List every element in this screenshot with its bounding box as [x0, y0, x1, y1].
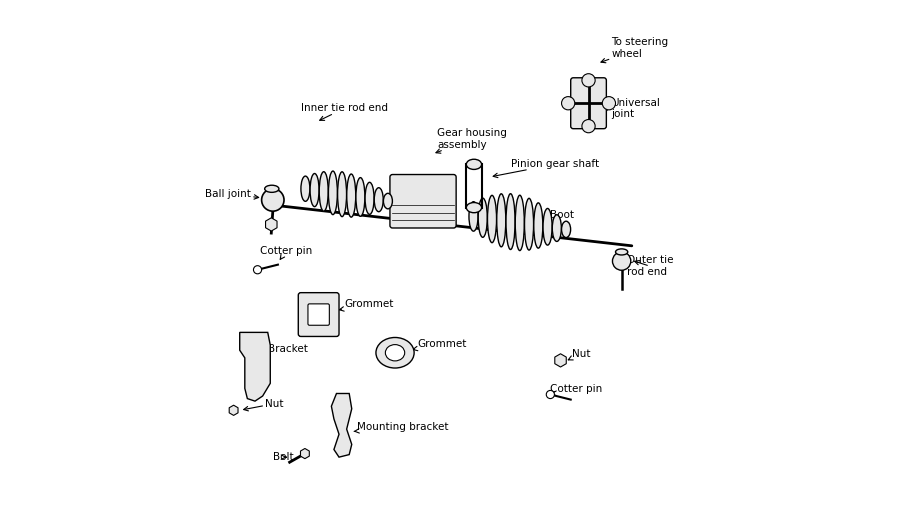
- Text: Boot: Boot: [544, 210, 574, 223]
- Circle shape: [582, 119, 595, 133]
- Circle shape: [602, 97, 615, 110]
- Ellipse shape: [553, 215, 562, 242]
- Ellipse shape: [265, 185, 279, 193]
- Ellipse shape: [478, 198, 487, 238]
- Text: Bolt: Bolt: [273, 452, 293, 462]
- Text: Ball joint: Ball joint: [205, 189, 258, 199]
- Circle shape: [613, 252, 631, 270]
- Ellipse shape: [562, 221, 570, 238]
- Ellipse shape: [383, 194, 392, 209]
- Circle shape: [546, 391, 554, 398]
- Text: Grommet: Grommet: [339, 300, 394, 311]
- Ellipse shape: [347, 174, 356, 217]
- Ellipse shape: [466, 159, 482, 169]
- Polygon shape: [239, 332, 270, 401]
- Ellipse shape: [469, 202, 478, 231]
- Text: To steering
wheel: To steering wheel: [601, 37, 668, 63]
- Text: Pinion gear shaft: Pinion gear shaft: [493, 159, 599, 178]
- FancyBboxPatch shape: [570, 78, 606, 129]
- Circle shape: [562, 97, 575, 110]
- Ellipse shape: [310, 174, 319, 207]
- Ellipse shape: [328, 171, 337, 215]
- Ellipse shape: [319, 172, 328, 211]
- Ellipse shape: [515, 195, 525, 250]
- Ellipse shape: [365, 182, 374, 215]
- Ellipse shape: [376, 337, 414, 368]
- Polygon shape: [331, 394, 352, 457]
- Ellipse shape: [615, 249, 628, 255]
- Ellipse shape: [543, 208, 553, 245]
- Ellipse shape: [356, 178, 365, 216]
- Circle shape: [262, 189, 284, 211]
- Text: Cotter pin: Cotter pin: [551, 385, 603, 396]
- Ellipse shape: [534, 203, 543, 248]
- Text: Universal
joint: Universal joint: [603, 97, 660, 119]
- Ellipse shape: [497, 194, 506, 247]
- Ellipse shape: [525, 198, 534, 250]
- Text: Nut: Nut: [244, 399, 283, 411]
- Ellipse shape: [386, 345, 405, 361]
- Text: Gear housing
assembly: Gear housing assembly: [436, 128, 507, 153]
- Text: Nut: Nut: [569, 349, 590, 360]
- Ellipse shape: [337, 172, 346, 217]
- Ellipse shape: [300, 176, 309, 201]
- Circle shape: [254, 266, 262, 274]
- Ellipse shape: [487, 196, 497, 243]
- Text: Inner tie rod end: Inner tie rod end: [300, 103, 388, 120]
- FancyBboxPatch shape: [299, 293, 339, 336]
- Circle shape: [582, 74, 595, 87]
- Ellipse shape: [374, 188, 383, 211]
- Ellipse shape: [506, 194, 515, 249]
- Ellipse shape: [466, 203, 482, 212]
- FancyBboxPatch shape: [308, 304, 329, 325]
- Text: Mounting bracket: Mounting bracket: [354, 421, 448, 433]
- Text: Cotter pin: Cotter pin: [260, 246, 312, 260]
- FancyBboxPatch shape: [390, 175, 457, 228]
- Text: Grommet: Grommet: [413, 338, 466, 351]
- Text: Outer tie
rod end: Outer tie rod end: [627, 255, 674, 277]
- Text: Bracket: Bracket: [264, 344, 308, 356]
